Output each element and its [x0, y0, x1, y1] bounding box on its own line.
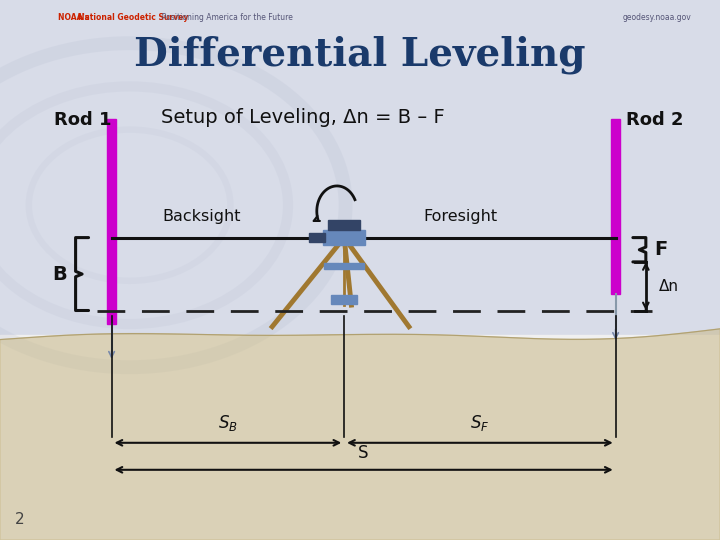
Text: 2: 2	[14, 511, 24, 526]
Text: Positioning America for the Future: Positioning America for the Future	[157, 14, 293, 23]
Text: geodesy.noaa.gov: geodesy.noaa.gov	[623, 14, 691, 23]
Text: Backsight: Backsight	[162, 209, 241, 224]
Text: Δn: Δn	[659, 279, 679, 294]
Text: Setup of Leveling, Δn = B – F: Setup of Leveling, Δn = B – F	[161, 108, 444, 127]
Bar	[309, 233, 325, 242]
Text: NOAA's: NOAA's	[58, 14, 91, 23]
Bar	[0, 335, 720, 540]
Bar	[611, 119, 621, 294]
Text: $S_B$: $S_B$	[218, 413, 238, 433]
Text: Foresight: Foresight	[424, 209, 498, 224]
Bar	[323, 230, 365, 245]
Bar	[331, 295, 357, 304]
Text: S: S	[359, 444, 369, 462]
Bar	[328, 220, 360, 230]
Text: B: B	[53, 265, 67, 284]
Text: Rod 2: Rod 2	[626, 111, 684, 129]
Text: F: F	[654, 240, 667, 259]
Text: $S_F$: $S_F$	[470, 413, 490, 433]
Text: Differential Leveling: Differential Leveling	[134, 35, 586, 73]
Bar	[107, 119, 117, 324]
Text: National Geodetic Survey: National Geodetic Survey	[78, 14, 188, 23]
Text: Rod 1: Rod 1	[54, 111, 112, 129]
Bar	[0, 0, 720, 335]
Bar	[324, 262, 364, 269]
